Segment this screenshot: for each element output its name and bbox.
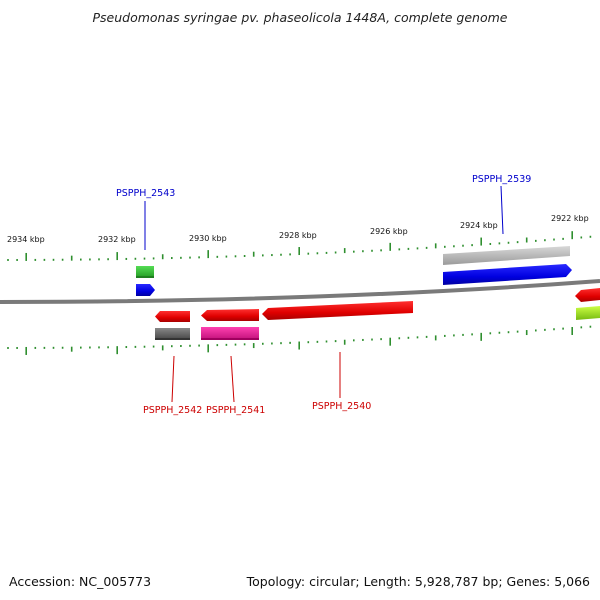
gene-PSPPH-2542[interactable]: [155, 311, 190, 322]
kbp-label: 2924 kbp: [460, 221, 498, 230]
gene-PSPPH-2543[interactable]: [136, 284, 155, 296]
gene-label-PSPPH-2542[interactable]: PSPPH_2542: [143, 405, 202, 416]
kbp-label: 2930 kbp: [189, 234, 227, 243]
kbp-scale-labels: 2934 kbp 2932 kbp 2930 kbp 2928 kbp 2926…: [7, 214, 589, 244]
gene-lightgray-block[interactable]: [443, 246, 570, 265]
gene-PSPPH-2539[interactable]: [443, 264, 572, 285]
gene-PSPPH-2540[interactable]: [262, 301, 413, 320]
lower-tick-row: [7, 325, 592, 355]
gene-lime-edge[interactable]: [576, 306, 600, 320]
gene-green-block[interactable]: [136, 266, 154, 278]
upper-tick-row: [7, 231, 592, 261]
kbp-label: 2922 kbp: [551, 214, 589, 223]
genome-summary-text: Topology: circular; Length: 5,928,787 bp…: [246, 574, 590, 589]
genome-backbone: [0, 279, 600, 304]
map-title: Pseudomonas syringae pv. phaseolicola 14…: [92, 10, 508, 25]
gene-label-PSPPH-2541[interactable]: PSPPH_2541: [206, 405, 265, 416]
gene-label-PSPPH-2543[interactable]: PSPPH_2543: [116, 188, 175, 199]
gene-label-PSPPH-2540[interactable]: PSPPH_2540: [312, 401, 371, 412]
kbp-label: 2928 kbp: [279, 231, 317, 240]
kbp-label: 2926 kbp: [370, 227, 408, 236]
gene-PSPPH-2541[interactable]: [201, 309, 259, 321]
accession-text: Accession: NC_005773: [9, 574, 152, 589]
gene-callout-lines: [144, 185, 504, 403]
gene-label-PSPPH-2539[interactable]: PSPPH_2539: [472, 174, 531, 185]
kbp-label: 2932 kbp: [98, 235, 136, 244]
gene-red-edge[interactable]: [575, 288, 600, 302]
forward-strand-genes: [136, 246, 572, 296]
gene-labels: PSPPH_2543 PSPPH_2539 PSPPH_2542 PSPPH_2…: [116, 174, 531, 416]
gene-magenta-block[interactable]: [201, 327, 259, 340]
reverse-strand-genes: [155, 288, 600, 340]
gene-gray-block[interactable]: [155, 328, 190, 340]
kbp-label: 2934 kbp: [7, 235, 45, 244]
